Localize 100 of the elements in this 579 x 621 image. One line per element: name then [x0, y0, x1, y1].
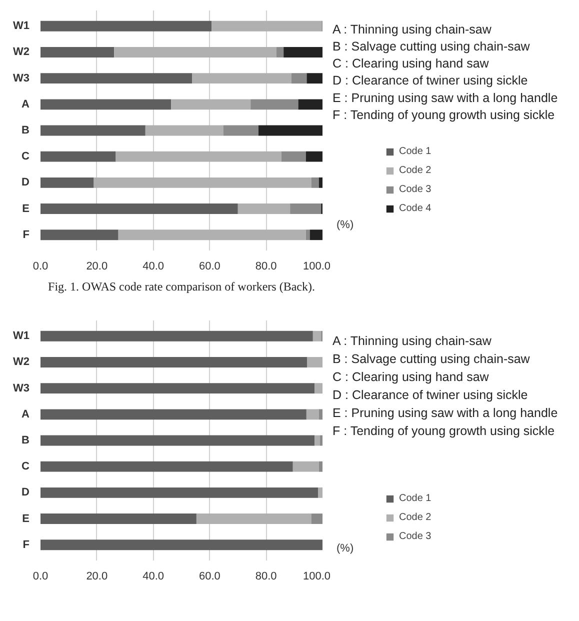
bar [118, 230, 306, 240]
bar [306, 151, 322, 162]
text: D : Clearance of twiner using sickle [332, 388, 528, 402]
x-tick-label: 80.0 [255, 260, 277, 272]
bar [250, 99, 298, 110]
bar [212, 20, 322, 32]
bar [238, 204, 290, 214]
bar [40, 47, 114, 58]
bar [318, 409, 322, 420]
x-tick-label: 80.0 [255, 570, 277, 582]
y-tick-label: F [22, 228, 30, 241]
y-tick-label: W2 [13, 46, 30, 58]
bar [306, 357, 322, 368]
bar [40, 357, 307, 368]
text: Fig. 1. OWAS code rate comparison of workers (Back). [48, 280, 315, 294]
bar [40, 177, 94, 188]
bar [40, 151, 116, 162]
bar [312, 514, 322, 524]
y-tick-label: C [22, 460, 30, 473]
x-tick-label: 0.0 [32, 260, 48, 272]
x-axis-title: (%) [336, 219, 354, 232]
text: B : Salvage cutting using chain-saw [332, 352, 531, 366]
y-tick-label: C [22, 150, 30, 163]
bar [314, 435, 320, 446]
text: E : Pruning using saw with a long handle [332, 406, 558, 420]
bar [314, 383, 322, 394]
x-tick-label: 100.0 [302, 260, 331, 272]
legend-label: Code 3 [399, 531, 432, 542]
bar [114, 47, 276, 58]
x-tick-label: 100.0 [302, 570, 331, 582]
bar [318, 177, 322, 188]
y-tick-label: W2 [13, 356, 30, 368]
bar [281, 151, 306, 162]
bar [40, 330, 313, 342]
bar [40, 99, 172, 110]
bar [312, 330, 322, 342]
text: F : Tending of young growth using sickle [332, 108, 555, 122]
x-tick-label: 0.0 [32, 570, 48, 582]
y-tick-label: W3 [13, 382, 30, 394]
x-tick-label: 60.0 [198, 260, 220, 272]
bar [40, 435, 315, 446]
legend-label: Code 1 [399, 493, 432, 504]
bar [171, 99, 251, 110]
text: D : Clearance of twiner using sickle [332, 74, 528, 88]
y-tick-label: B [22, 434, 30, 446]
bar [276, 47, 284, 58]
bar [40, 230, 118, 240]
bar [258, 125, 322, 136]
text: A : Thinning using chain-saw [332, 22, 492, 37]
text: B : Salvage cutting using chain-saw [332, 40, 531, 54]
x-tick-label: 60.0 [198, 570, 220, 582]
y-tick-label: F [22, 538, 30, 551]
text: C : Clearing using hand saw [332, 370, 490, 384]
bar [40, 540, 322, 550]
legend-label: Code 2 [399, 165, 432, 176]
bar [40, 409, 306, 420]
bar [306, 409, 319, 420]
bar [290, 204, 322, 214]
y-tick-label: D [22, 486, 30, 499]
y-tick-label: W1 [13, 330, 30, 342]
bar [318, 461, 322, 472]
bar [306, 73, 322, 84]
y-tick-label: D [22, 176, 30, 189]
bar [291, 73, 307, 84]
text: E : Pruning using saw with a long handle [332, 90, 558, 105]
bar [94, 177, 312, 188]
legend-label: Code 4 [399, 203, 432, 214]
bar [40, 383, 315, 394]
legend-label: Code 2 [399, 512, 432, 523]
bar [40, 73, 192, 84]
bar [40, 514, 196, 524]
x-tick-label: 20.0 [86, 570, 108, 582]
bar [311, 177, 319, 188]
bar [116, 151, 282, 162]
bar [196, 514, 312, 524]
x-tick-label: 40.0 [142, 260, 164, 272]
bar [284, 47, 322, 58]
bar [40, 20, 212, 32]
bar [310, 230, 322, 240]
bar [40, 461, 293, 472]
bar [40, 125, 146, 136]
bar [292, 461, 319, 472]
text: C : Clearing using hand saw [332, 56, 490, 71]
legend-label: Code 1 [399, 146, 432, 157]
x-tick-label: 40.0 [142, 570, 164, 582]
legend-label: Code 3 [399, 184, 432, 195]
bar [40, 204, 238, 214]
y-tick-label: E [22, 512, 30, 525]
bar [40, 487, 318, 498]
x-tick-label: 20.0 [86, 260, 108, 272]
y-tick-label: A [22, 408, 30, 420]
bar [223, 125, 258, 136]
bar [318, 487, 322, 498]
bar [145, 125, 224, 136]
bar [306, 230, 310, 240]
text: F : Tending of young growth using sickle [332, 424, 555, 438]
y-tick-label: E [22, 202, 30, 215]
y-tick-label: B [22, 124, 30, 136]
y-tick-label: W3 [13, 72, 30, 84]
bar [192, 73, 292, 84]
